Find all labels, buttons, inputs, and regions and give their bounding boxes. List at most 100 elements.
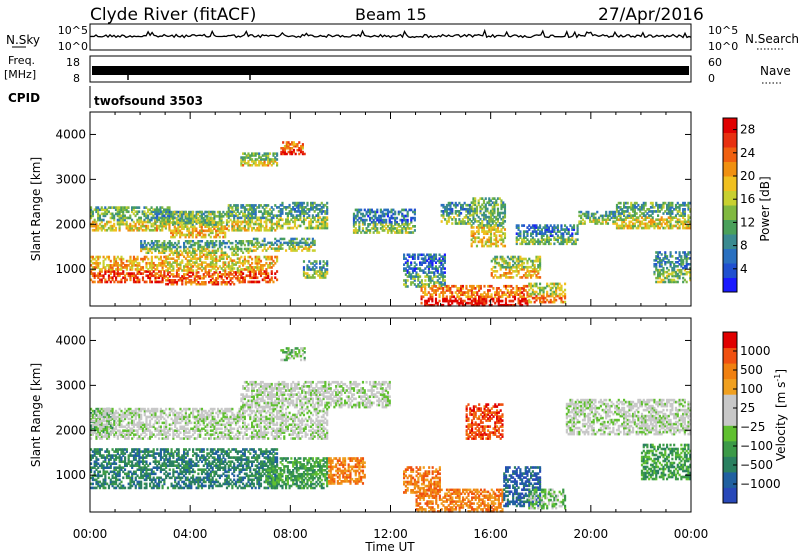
heatmap-cell xyxy=(406,269,409,272)
heatmap-cell xyxy=(469,289,472,292)
heatmap-cell xyxy=(489,242,493,246)
heatmap-cell xyxy=(447,299,450,303)
heatmap-cell xyxy=(220,255,223,258)
heatmap-cell xyxy=(158,264,161,267)
heatmap-cell xyxy=(161,247,164,251)
heatmap-cell xyxy=(129,255,132,259)
heatmap-cell xyxy=(245,156,248,159)
heatmap-cell xyxy=(102,255,105,259)
heatmap-cell xyxy=(533,259,536,263)
heatmap-cell xyxy=(243,210,246,213)
heatmap-cell xyxy=(224,235,227,239)
heatmap-cell xyxy=(143,245,146,249)
heatmap-cell xyxy=(141,228,144,232)
heatmap-cell xyxy=(504,299,508,303)
heatmap-cell xyxy=(136,228,139,232)
heatmap-cell xyxy=(122,210,125,214)
heatmap-cell xyxy=(474,236,477,240)
heatmap-cell xyxy=(95,210,98,214)
heatmap-cell xyxy=(558,242,561,246)
heatmap-cell xyxy=(279,224,282,228)
heatmap-cell xyxy=(125,210,128,214)
heatmap-cell xyxy=(154,272,157,275)
heatmap-cell xyxy=(619,216,622,219)
heatmap-cell xyxy=(499,257,502,261)
heatmap-cell xyxy=(633,224,636,228)
heatmap-cell xyxy=(361,220,365,224)
heatmap-cell xyxy=(267,241,270,245)
heatmap-cell xyxy=(227,261,230,264)
heatmap-cell xyxy=(326,201,329,205)
heatmap-cell xyxy=(166,210,170,214)
heatmap-cell xyxy=(689,263,692,266)
heatmap-cell xyxy=(535,232,538,236)
heatmap-cell xyxy=(651,203,654,207)
heatmap-cell xyxy=(211,261,214,264)
heatmap-cell xyxy=(642,214,645,217)
heatmap-cell xyxy=(479,299,482,303)
heatmap-cell xyxy=(229,212,232,216)
heatmap-cell xyxy=(458,220,461,223)
heatmap-cell xyxy=(475,205,479,209)
heatmap-cell xyxy=(553,226,556,229)
heatmap-cell xyxy=(116,210,119,214)
heatmap-cell xyxy=(191,231,194,235)
heatmap-cell xyxy=(498,211,501,215)
heatmap-cell xyxy=(263,216,266,220)
heatmap-cell xyxy=(208,253,211,257)
heatmap-cell xyxy=(564,240,567,244)
heatmap-cell xyxy=(122,216,125,220)
heatmap-cell xyxy=(177,279,180,282)
heatmap-cell xyxy=(540,296,543,300)
heatmap-cell xyxy=(225,210,229,214)
heatmap-cell xyxy=(156,218,159,222)
heatmap-cell xyxy=(265,220,268,224)
heatmap-cell xyxy=(537,238,540,242)
heatmap-cell xyxy=(90,255,93,259)
heatmap-cell xyxy=(156,255,159,259)
heatmap-cell xyxy=(268,261,272,265)
heatmap-cell xyxy=(510,268,513,271)
heatmap-cell xyxy=(106,208,109,212)
heatmap-cell xyxy=(308,216,311,219)
heatmap-cell xyxy=(261,278,264,282)
heatmap-cell xyxy=(184,212,187,216)
heatmap-cell xyxy=(242,152,245,155)
heatmap-cell xyxy=(143,270,146,273)
heatmap-cell xyxy=(134,222,137,226)
heatmap-cell xyxy=(292,245,295,248)
heatmap-cell xyxy=(503,284,506,288)
heatmap-cell xyxy=(360,208,363,212)
heatmap-cell xyxy=(442,257,445,260)
heatmap-cell xyxy=(174,275,177,278)
heatmap-cell xyxy=(678,218,681,222)
heatmap-cell xyxy=(216,233,220,237)
heatmap-cell xyxy=(537,259,540,263)
heatmap-cell xyxy=(488,224,491,227)
heatmap-cell xyxy=(200,212,203,216)
heatmap-cell xyxy=(569,238,572,242)
heatmap-cell xyxy=(533,270,536,273)
heatmap-cell xyxy=(494,274,497,277)
heatmap-cell xyxy=(687,218,690,222)
heatmap-cell xyxy=(198,214,202,218)
heatmap-cell xyxy=(245,216,248,220)
heatmap-cell xyxy=(319,268,322,271)
heatmap-cell xyxy=(565,232,568,236)
heatmap-cell xyxy=(403,208,406,212)
heatmap-cell xyxy=(182,233,185,237)
heatmap-cell xyxy=(571,228,574,231)
heatmap-cell xyxy=(236,261,239,264)
heatmap-cell xyxy=(157,210,160,214)
heatmap-cell xyxy=(424,299,427,303)
heatmap-cell xyxy=(440,275,443,278)
heatmap-cell xyxy=(676,218,679,222)
heatmap-cell xyxy=(322,276,325,279)
heatmap-cell xyxy=(442,214,445,217)
heatmap-cell xyxy=(97,216,100,220)
heatmap-cell xyxy=(676,201,679,205)
heatmap-cell xyxy=(420,269,423,272)
heatmap-cell xyxy=(470,289,473,292)
heatmap-cell xyxy=(231,247,234,251)
heatmap-cell xyxy=(493,203,496,207)
